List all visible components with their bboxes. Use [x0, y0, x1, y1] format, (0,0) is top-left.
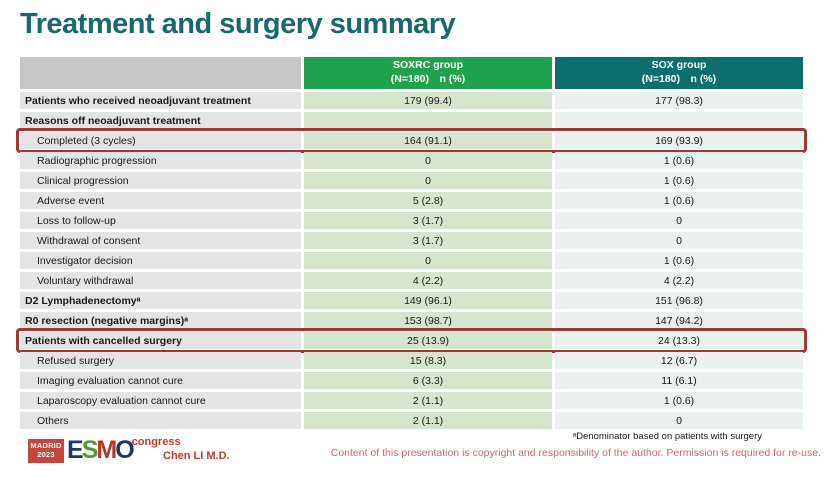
sox-value: 151 (96.8): [555, 292, 803, 309]
table-row: Withdrawal of consent 3 (1.7) 0: [20, 232, 803, 249]
sox-value: 177 (98.3): [555, 92, 803, 109]
sox-value: 0: [555, 212, 803, 229]
table-row: Adverse event 5 (2.8) 1 (0.6): [20, 192, 803, 209]
row-label: Clinical progression: [20, 172, 301, 189]
table-body: Patients who received neoadjuvant treatm…: [16, 92, 807, 429]
esmo-congress-logo: MADRID 2023 ESMO congress: [28, 435, 182, 464]
row-label: Adverse event: [20, 192, 301, 209]
table-footnote: ᵃDenominator based on patients with surg…: [572, 431, 762, 442]
sox-value: 1 (0.6): [555, 252, 803, 269]
row-label: Refused surgery: [20, 352, 301, 369]
row-label: D2 Lymphadenectomyᵃ: [20, 292, 301, 309]
row-label: Completed (3 cycles): [20, 132, 301, 149]
sox-value: 1 (0.6): [555, 392, 803, 409]
sox-value: 1 (0.6): [555, 152, 803, 169]
table-header-row: SOXRC group (N=180) n (%) SOX group (N=1…: [20, 57, 803, 89]
sox-value: 0: [555, 232, 803, 249]
soxrc-value: 0: [304, 252, 552, 269]
soxrc-value: 164 (91.1): [304, 132, 552, 149]
soxrc-value: 0: [304, 172, 552, 189]
row-label: Radiographic progression: [20, 152, 301, 169]
header-sox-line2: (N=180) n (%): [641, 73, 717, 85]
congress-label: congress: [131, 435, 181, 448]
row-label: Loss to follow-up: [20, 212, 301, 229]
table-row: Clinical progression 0 1 (0.6): [20, 172, 803, 189]
soxrc-value: [304, 112, 552, 129]
row-label: Laparoscopy evaluation cannot cure: [20, 392, 301, 409]
table-row: D2 Lymphadenectomyᵃ 149 (96.1) 151 (96.8…: [20, 292, 803, 309]
sox-value: 147 (94.2): [555, 312, 803, 329]
madrid-2023-badge: MADRID 2023: [28, 438, 64, 463]
summary-table: SOXRC group (N=180) n (%) SOX group (N=1…: [16, 57, 807, 432]
sox-value: 12 (6.7): [555, 352, 803, 369]
soxrc-value: 179 (99.4): [304, 92, 552, 109]
presenter-name: Chen LI M.D.: [163, 450, 230, 462]
table-row-highlighted: Completed (3 cycles) 164 (91.1) 169 (93.…: [16, 128, 807, 153]
soxrc-value: 153 (98.7): [304, 312, 552, 329]
table-row: Loss to follow-up 3 (1.7) 0: [20, 212, 803, 229]
header-soxrc-line2: (N=180) n (%): [390, 73, 466, 85]
table-row: Radiographic progression 0 1 (0.6): [20, 152, 803, 169]
soxrc-value: 25 (13.9): [304, 332, 552, 349]
esmo-letter-e: E: [67, 436, 84, 464]
table-row: Laparoscopy evaluation cannot cure 2 (1.…: [20, 392, 803, 409]
esmo-letter-o: O: [115, 436, 135, 464]
soxrc-value: 4 (2.2): [304, 272, 552, 289]
table-row: Imaging evaluation cannot cure 6 (3.3) 1…: [20, 372, 803, 389]
soxrc-value: 0: [304, 152, 552, 169]
table-row: Others 2 (1.1) 0: [20, 412, 803, 429]
esmo-letter-m: M: [96, 436, 117, 464]
row-label: Patients who received neoadjuvant treatm…: [20, 92, 301, 109]
table-row: Reasons off neoadjuvant treatment: [20, 112, 803, 129]
table-row: Investigator decision 0 1 (0.6): [20, 252, 803, 269]
header-soxrc-line1: SOXRC group: [393, 59, 463, 72]
row-label: Voluntary withdrawal: [20, 272, 301, 289]
header-soxrc-group: SOXRC group (N=180) n (%): [304, 57, 552, 89]
sox-value: 169 (93.9): [555, 132, 803, 149]
row-label: Reasons off neoadjuvant treatment: [20, 112, 301, 129]
badge-city: MADRID: [30, 440, 62, 450]
soxrc-value: 15 (8.3): [304, 352, 552, 369]
table-row: Voluntary withdrawal 4 (2.2) 4 (2.2): [20, 272, 803, 289]
table-row: Refused surgery 15 (8.3) 12 (6.7): [20, 352, 803, 369]
soxrc-value: 2 (1.1): [304, 412, 552, 429]
row-label: R0 resection (negative margins)ᵃ: [20, 312, 301, 329]
table-row-highlighted: Patients with cancelled surgery 25 (13.9…: [16, 328, 807, 353]
sox-value: 1 (0.6): [555, 172, 803, 189]
row-label: Investigator decision: [20, 252, 301, 269]
table-row: Patients who received neoadjuvant treatm…: [20, 92, 803, 109]
sox-value: 1 (0.6): [555, 192, 803, 209]
header-sox-group: SOX group (N=180) n (%): [555, 57, 803, 89]
soxrc-value: 3 (1.7): [304, 212, 552, 229]
sox-value: 0: [555, 412, 803, 429]
row-label: Imaging evaluation cannot cure: [20, 372, 301, 389]
sox-value: 24 (13.3): [555, 332, 803, 349]
table-row: R0 resection (negative margins)ᵃ 153 (98…: [20, 312, 803, 329]
row-label: Withdrawal of consent: [20, 232, 301, 249]
page-title: Treatment and surgery summary: [20, 8, 456, 40]
soxrc-value: 149 (96.1): [304, 292, 552, 309]
soxrc-value: 2 (1.1): [304, 392, 552, 409]
badge-year: 2023: [37, 449, 55, 459]
sox-value: 4 (2.2): [555, 272, 803, 289]
sox-value: 11 (6.1): [555, 372, 803, 389]
soxrc-value: 6 (3.3): [304, 372, 552, 389]
header-empty-cell: [20, 57, 301, 89]
esmo-wordmark: ESMO: [67, 436, 135, 464]
esmo-letter-s: S: [81, 436, 99, 464]
sox-value: [555, 112, 803, 129]
row-label: Patients with cancelled surgery: [20, 332, 301, 349]
row-label: Others: [20, 412, 301, 429]
soxrc-value: 3 (1.7): [304, 232, 552, 249]
header-sox-line1: SOX group: [651, 59, 707, 72]
copyright-notice: Content of this presentation is copyrigh…: [330, 447, 821, 459]
soxrc-value: 5 (2.8): [304, 192, 552, 209]
